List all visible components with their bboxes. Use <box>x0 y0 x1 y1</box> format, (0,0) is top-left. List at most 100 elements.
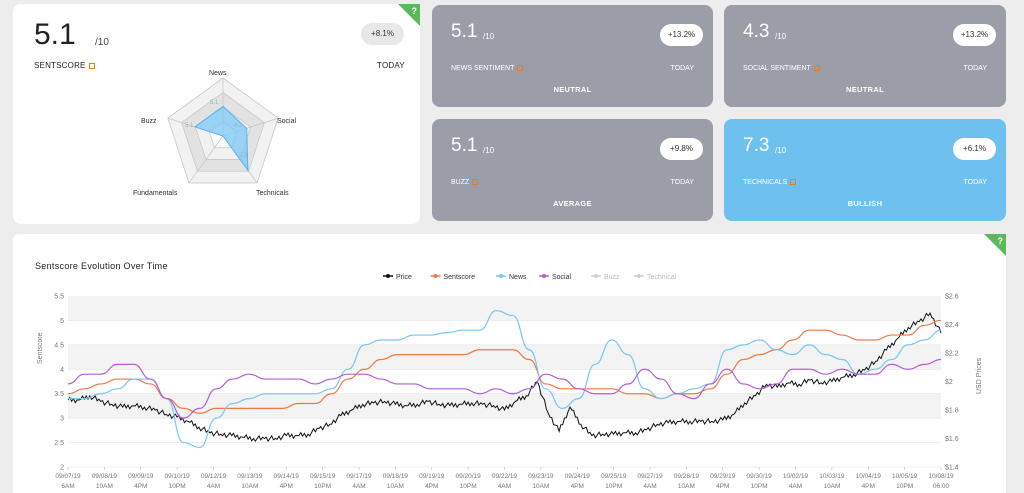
legend-marker[interactable] <box>594 274 598 278</box>
info-icon[interactable] <box>790 179 797 186</box>
x-tick-time: 10AM <box>678 483 695 490</box>
radar-spoke <box>188 135 224 184</box>
tile-name: BUZZ <box>451 179 479 186</box>
x-tick-date: 09/25/19 <box>601 473 627 480</box>
chart-band <box>68 442 941 467</box>
y2-tick-label: $1.6 <box>945 436 959 443</box>
y-tick-label: 2 <box>60 465 64 472</box>
x-tick-date: 09/27/19 <box>637 473 663 480</box>
help-icon[interactable]: ? <box>997 236 1004 246</box>
info-icon[interactable] <box>472 179 479 186</box>
tile-score: 4.3 <box>743 21 770 42</box>
chart-band <box>68 393 941 419</box>
x-tick-time: 4PM <box>425 483 438 490</box>
sentscore-card: ? 5.1 /10 +8.1% SENTSCORE TODAY News Soc… <box>13 4 420 224</box>
legend-marker[interactable] <box>542 274 546 278</box>
radar-label-fundamentals: Fundamentals <box>133 190 178 197</box>
x-tick-time: 4AM <box>207 483 220 490</box>
x-tick-date: 09/07/19 <box>55 473 81 480</box>
news-sentiment-tile[interactable]: 5.1 /10 +13.2% NEWS SENTIMENT TODAY NEUT… <box>432 5 713 107</box>
help-icon[interactable]: ? <box>411 6 418 16</box>
x-tick-date: 09/17/19 <box>346 473 372 480</box>
x-tick-time: 10PM <box>751 483 768 490</box>
y2-tick-label: $2 <box>945 379 953 386</box>
info-icon[interactable] <box>517 65 524 72</box>
tile-name: NEWS SENTIMENT <box>451 65 524 72</box>
sentscore-change-badge: +8.1% <box>361 23 404 45</box>
tile-change-badge: +13.2% <box>953 24 996 46</box>
x-tick-date: 09/22/19 <box>492 473 518 480</box>
x-tick-time: 10PM <box>460 483 477 490</box>
technicals-tile[interactable]: 7.3 /10 +6.1% TECHNICALS TODAY BULLISH <box>724 119 1006 221</box>
tile-denominator: /10 <box>483 146 495 155</box>
series-line-sentscore <box>67 319 942 414</box>
x-tick-time: 4AM <box>643 483 656 490</box>
y2-tick-label: $2.2 <box>945 351 959 358</box>
y2-tick-label: $1.8 <box>945 408 959 415</box>
tile-name-text: BUZZ <box>451 179 470 186</box>
help-corner[interactable] <box>984 234 1006 256</box>
x-tick-time: 4AM <box>789 483 802 490</box>
legend-item[interactable]: News <box>509 274 527 281</box>
chart-legend: Price Sentscore News Social Buzz Technical <box>383 274 677 281</box>
x-axis: 09/07/19 6AM 09/08/19 10AM 09/09/19 4PM 09/10/… <box>55 467 954 490</box>
x-tick-date: 10/05/19 <box>892 473 918 480</box>
x-tick-date: 09/15/19 <box>310 473 336 480</box>
radar-label-technicals: Technicals <box>256 190 289 197</box>
legend-item[interactable]: Price <box>396 274 412 281</box>
legend-marker[interactable] <box>433 274 438 278</box>
radar-label-buzz: Buzz <box>141 118 157 125</box>
y-tick-label: 3.5 <box>54 391 64 398</box>
tile-change-badge: +6.1% <box>953 138 996 160</box>
x-tick-time: 4PM <box>716 483 729 490</box>
x-tick-date: 09/24/19 <box>565 473 591 480</box>
chart-band <box>68 320 941 345</box>
legend-item[interactable]: Technical <box>647 274 677 281</box>
legend-marker[interactable] <box>499 274 503 278</box>
tile-name-text: NEWS SENTIMENT <box>451 65 515 72</box>
x-tick-time: 6AM <box>61 483 74 490</box>
tile-name-text: TECHNICALS <box>743 179 788 186</box>
series-line-social <box>67 358 942 419</box>
legend-marker[interactable] <box>386 274 390 278</box>
x-tick-time: 4PM <box>571 483 584 490</box>
sentscore-value: 5.1 <box>34 18 76 51</box>
x-tick-date: 09/18/19 <box>383 473 409 480</box>
tile-score: 5.1 <box>451 21 478 42</box>
y2-tick-label: $2.6 <box>945 294 959 301</box>
x-tick-date: 10/02/19 <box>783 473 809 480</box>
legend-item[interactable]: Social <box>552 274 572 281</box>
sentscore-denominator: /10 <box>95 37 109 48</box>
y-tick-label: 5 <box>60 318 64 325</box>
x-tick-time: 10PM <box>605 483 622 490</box>
tile-verdict: NEUTRAL <box>846 85 884 94</box>
info-icon[interactable] <box>88 62 95 69</box>
legend-item[interactable]: Sentscore <box>444 274 476 281</box>
social-sentiment-tile[interactable]: 4.3 /10 +13.2% SOCIAL SENTIMENT TODAY NE… <box>724 5 1006 107</box>
x-tick-time: 4AM <box>498 483 511 490</box>
tile-verdict: NEUTRAL <box>553 85 592 94</box>
y-tick-label: 2.5 <box>54 440 64 447</box>
legend-marker[interactable] <box>637 274 641 278</box>
chart-title: Sentscore Evolution Over Time <box>35 261 168 271</box>
tile-period: TODAY <box>670 65 694 72</box>
help-corner[interactable] <box>398 4 420 26</box>
y2-tick-label: $1.4 <box>945 465 959 472</box>
y-tick-label: 5.5 <box>54 294 64 301</box>
tile-period: TODAY <box>670 179 694 186</box>
legend-item[interactable]: Buzz <box>604 274 620 281</box>
x-tick-time: 10AM <box>96 483 113 490</box>
tile-period: TODAY <box>963 179 987 186</box>
tile-name: SOCIAL SENTIMENT <box>743 65 820 72</box>
x-tick-time: 10PM <box>169 483 186 490</box>
x-tick-time: 10AM <box>387 483 404 490</box>
y2-axis: $1.4 $1.6 $1.8 $2 $2.2 $2.4 $2.6 <box>945 294 959 472</box>
buzz-tile[interactable]: 5.1 /10 +9.8% BUZZ TODAY AVERAGE <box>432 119 713 221</box>
radar-label-news: News <box>209 70 227 77</box>
sentscore-label-text: SENTSCORE <box>34 61 86 70</box>
x-tick-time: 10AM <box>241 483 258 490</box>
info-icon[interactable] <box>813 65 820 72</box>
x-tick-date: 10/08/19 <box>928 473 954 480</box>
x-tick-date: 09/23/19 <box>528 473 554 480</box>
y-tick-label: 4.5 <box>54 342 64 349</box>
